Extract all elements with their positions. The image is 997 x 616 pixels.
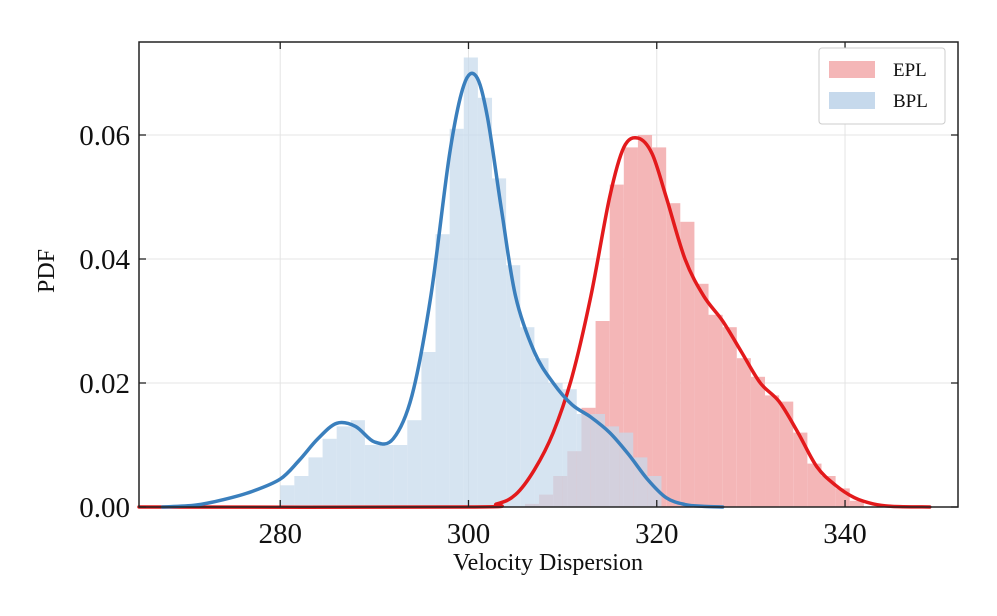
bar-bpl <box>294 476 309 507</box>
bar-bpl <box>336 426 351 507</box>
bar-epl <box>694 283 709 507</box>
kde-line-epl <box>137 135 932 509</box>
bar-bpl <box>407 420 422 507</box>
bar-epl <box>722 327 737 507</box>
bar-bpl <box>604 426 620 507</box>
axis-ticks <box>139 42 958 508</box>
x-tick-label: 320 <box>635 518 679 550</box>
kde-curves <box>137 71 932 509</box>
bar-bpl <box>350 420 365 507</box>
bar-epl <box>623 147 638 507</box>
kde-line-bpl <box>160 71 725 509</box>
bar-bpl <box>379 445 394 507</box>
bar-epl <box>637 135 653 507</box>
bar-epl <box>666 203 681 507</box>
tick-labels: 280 300 320 340 0.00 0.02 0.04 0.06 <box>79 120 867 550</box>
legend-label-bpl: BPL <box>893 91 928 112</box>
bar-epl <box>765 395 780 507</box>
bar-bpl <box>449 128 464 508</box>
x-tick-label: 340 <box>823 518 867 550</box>
legend: EPL BPL <box>818 47 946 125</box>
x-tick-label: 300 <box>447 518 491 550</box>
x-tick-label: 280 <box>258 518 302 550</box>
bar-epl <box>793 432 808 507</box>
bar-bpl <box>590 414 605 507</box>
bar-epl <box>708 314 723 507</box>
y-tick-label: 0.06 <box>79 120 130 152</box>
bar-bpl <box>463 57 478 507</box>
bar-epl <box>680 221 695 508</box>
bar-bpl <box>421 352 436 507</box>
y-axis-label: PDF <box>34 249 60 293</box>
plot-frame <box>138 41 959 508</box>
bar-bpl <box>477 97 493 508</box>
bar-bpl <box>308 457 323 507</box>
bar-epl <box>652 147 667 507</box>
bar-bpl <box>322 438 337 507</box>
bar-bpl <box>576 414 591 507</box>
bar-bpl <box>562 389 577 507</box>
bar-bpl <box>548 383 563 507</box>
bar-bpl <box>633 457 648 507</box>
bar-bpl <box>492 178 507 507</box>
bar-bpl <box>520 327 535 507</box>
bar-epl <box>849 500 864 507</box>
bar-epl <box>807 463 822 507</box>
bar-bpl <box>506 265 521 507</box>
bar-bpl <box>364 445 380 507</box>
bar-epl <box>736 358 751 507</box>
legend-swatch-epl <box>829 61 875 78</box>
x-axis-label: Velocity Dispersion <box>453 550 643 576</box>
bar-bpl <box>534 358 549 507</box>
y-tick-label: 0.04 <box>79 244 130 276</box>
bar-bpl <box>393 445 408 507</box>
bar-bpl <box>619 432 634 507</box>
bar-bpl <box>435 234 450 507</box>
legend-swatch-bpl <box>829 92 875 109</box>
y-tick-label: 0.02 <box>79 368 130 400</box>
bar-epl <box>779 401 794 507</box>
bar-bpl <box>280 485 295 507</box>
bar-epl <box>750 376 766 507</box>
y-tick-label: 0.00 <box>79 492 130 524</box>
histogram-bars <box>280 57 864 508</box>
legend-label-epl: EPL <box>893 60 927 81</box>
